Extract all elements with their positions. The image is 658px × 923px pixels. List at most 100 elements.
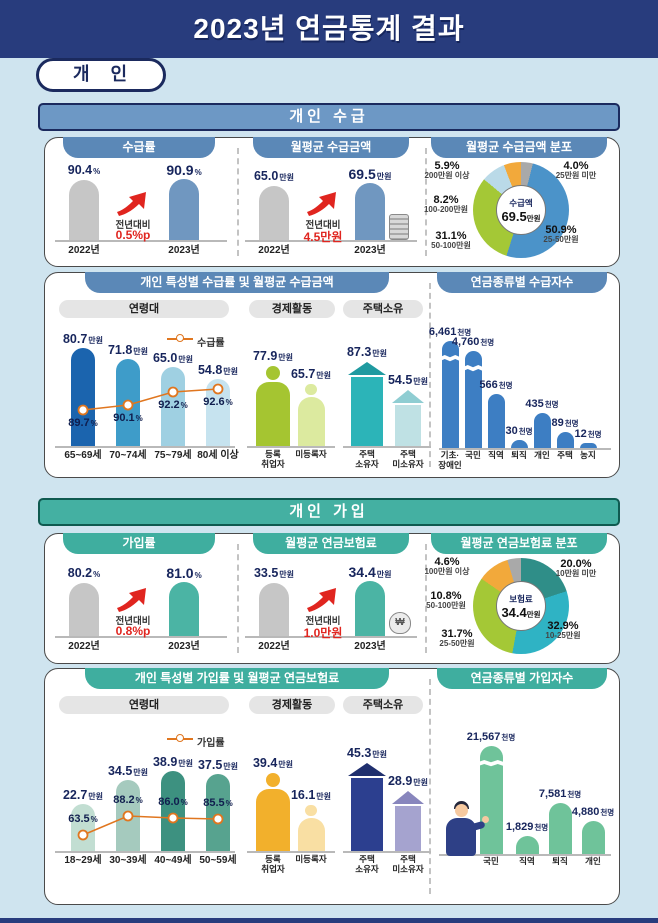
slice-range: 50-100만원 bbox=[431, 241, 471, 251]
category-label: 직역 bbox=[519, 856, 535, 866]
bar-개인 bbox=[581, 821, 605, 854]
delta-label: 전년대비 bbox=[115, 616, 151, 627]
divider bbox=[237, 544, 239, 653]
donut-center-label: 보험료 bbox=[509, 593, 533, 604]
page-header: 2023년 연금통계 결과 bbox=[0, 0, 658, 58]
chart-sugup-house: 87.3만원 주택 소유자 54.5만원 주택 미소유자 bbox=[341, 331, 433, 471]
bar-주택 bbox=[556, 432, 574, 448]
person-body bbox=[256, 789, 290, 851]
chart-gaip-rate: 80.2% 2022년 81.0% 2023년 전년대비 0.8%p bbox=[53, 560, 229, 660]
person-icon bbox=[297, 805, 325, 851]
bar-30~39세 bbox=[116, 780, 140, 851]
divider bbox=[429, 679, 431, 894]
value-label: 12천명 bbox=[574, 428, 602, 440]
category-label: 18~29세 bbox=[64, 855, 102, 866]
bar-기초·장애인 bbox=[439, 341, 461, 448]
value-label: 6,461천명 bbox=[428, 326, 472, 338]
value-label: 39.4만원 bbox=[252, 756, 294, 770]
donut-slice-label: 4.6% 100만원 이상 bbox=[417, 556, 477, 577]
section-header-gaip: 개인 가입 bbox=[38, 498, 620, 526]
chart-sugup-bytype: 6,461천명 기초· 장애인 4,760천명 국민 566천명 직역 30천명 퇴직 435천… bbox=[429, 307, 613, 473]
panel-title-gaip-premium: 월평균 연금보험료 bbox=[253, 533, 409, 554]
category-label: 기초· 장애인 bbox=[438, 450, 462, 470]
slice-range: 25만원 미만 bbox=[555, 171, 597, 181]
category-label: 퇴직 bbox=[552, 856, 568, 866]
bar-국민 bbox=[477, 746, 505, 854]
bar-2023년 bbox=[355, 581, 385, 636]
axis-line bbox=[245, 240, 417, 242]
panel-title-gaip-detail: 개인 특성별 가입률 및 월평균 연금보험료 bbox=[85, 668, 389, 689]
value-label: 1,829천명 bbox=[505, 821, 549, 833]
value-label: 65.7만원 bbox=[290, 367, 332, 381]
panel-title-sugup-dist: 월평균 수급금액 분포 bbox=[431, 137, 607, 158]
bar-40~49세 bbox=[161, 771, 185, 851]
coin-stack-icon bbox=[389, 214, 409, 240]
value-label: 86.0% bbox=[158, 796, 188, 808]
category-label: 2023년 bbox=[354, 641, 386, 652]
category-label: 2022년 bbox=[258, 245, 290, 256]
delta-label: 전년대비 bbox=[115, 220, 151, 231]
bar-18~29세 bbox=[71, 804, 95, 851]
delta-value: 4.5만원 bbox=[303, 230, 343, 244]
house-roof bbox=[392, 390, 424, 403]
divider bbox=[237, 148, 239, 256]
value-label: 37.5만원 bbox=[197, 758, 239, 773]
axis-line bbox=[245, 636, 417, 638]
slice-range: 25-50만원 bbox=[439, 639, 475, 649]
bar-2022년 bbox=[69, 582, 99, 636]
chart-sugup-age: 80.7만원 65~69세 71.8만원 70~74세 65.0만원 75~79세 54.8… bbox=[53, 331, 239, 471]
card-gaip-detail: 개인 특성별 가입률 및 월평균 연금보험료 연금종류별 가입자수 연령대 경제… bbox=[44, 668, 620, 905]
category-label: 주택 미소유자 bbox=[392, 854, 424, 874]
person-icon bbox=[256, 366, 290, 446]
donut-slice-label: 5.9% 200만원 이상 bbox=[417, 160, 477, 181]
value-label: 88.2% bbox=[113, 794, 143, 806]
value-label: 71.8만원 bbox=[107, 342, 149, 357]
axis-line bbox=[55, 636, 227, 638]
slice-percent: 10.8% bbox=[430, 590, 462, 602]
person-body bbox=[297, 397, 325, 446]
value-label: 69.5만원 bbox=[348, 165, 392, 182]
donut-center-label: 수급액 bbox=[509, 197, 533, 208]
chart-gaip-house: 45.3만원 주택 소유자 28.9만원 주택 미소유자 bbox=[341, 725, 433, 885]
value-label: 566천명 bbox=[479, 379, 513, 391]
value-label: 45.3만원 bbox=[346, 746, 388, 760]
subpanel-econ: 경제활동 bbox=[249, 300, 335, 318]
value-label: 92.2% bbox=[158, 399, 188, 411]
donut-slice-label: 31.7% 25-50만원 bbox=[427, 628, 487, 649]
line-legend-icon bbox=[167, 734, 193, 748]
value-label: 87.3만원 bbox=[346, 345, 388, 359]
axis-break-icon bbox=[477, 760, 505, 767]
house-body bbox=[394, 405, 422, 446]
chart-gaip-age: 22.7만원 18~29세 34.5만원 30~39세 38.9만원 40~49세 37.5… bbox=[53, 725, 238, 885]
category-label: 2022년 bbox=[258, 641, 290, 652]
value-label: 85.5% bbox=[203, 797, 233, 809]
subpanel-age: 연령대 bbox=[59, 696, 229, 714]
axis-line bbox=[55, 446, 235, 448]
house-icon bbox=[392, 791, 424, 851]
category-label: 등록 취업자 bbox=[261, 449, 285, 469]
value-label: 33.5만원 bbox=[253, 565, 295, 580]
donut-center-value: 34.4만원 bbox=[501, 604, 541, 620]
slice-percent: 8.2% bbox=[433, 194, 459, 206]
category-label: 65~69세 bbox=[64, 450, 102, 461]
chart-gaip-econ: 39.4만원 등록 취업자 16.1만원 미등록자 bbox=[245, 725, 337, 885]
money-bag-icon: ₩ bbox=[389, 612, 411, 634]
value-label: 28.9만원 bbox=[387, 774, 429, 788]
value-label: 89.7% bbox=[68, 417, 98, 429]
panel-title-gaip-dist: 월평균 연금보험료 분포 bbox=[431, 533, 607, 554]
slice-percent: 5.9% bbox=[434, 160, 460, 172]
category-label: 2022년 bbox=[68, 641, 100, 652]
legend-gaip-rate: 가입률 bbox=[167, 733, 225, 751]
donut-center-value: 69.5만원 bbox=[501, 208, 541, 224]
card-sugup-overview: 수급률 월평균 수급금액 월평균 수급금액 분포 90.4% 2022년 90.9%… bbox=[44, 137, 620, 267]
delta-label: 전년대비 bbox=[305, 616, 341, 627]
chart-sugup-rate: 90.4% 2022년 90.9% 2023년 전년대비 0.5%p bbox=[53, 162, 229, 264]
axis-break-icon bbox=[462, 365, 484, 372]
donut-chart: 보험료 34.4만원 bbox=[473, 558, 569, 654]
axis-line bbox=[343, 851, 431, 853]
slice-percent: 50.9% bbox=[545, 224, 577, 236]
bar-직역 bbox=[487, 394, 505, 448]
rise-arrow-icon bbox=[305, 190, 339, 216]
axis-break-icon bbox=[439, 355, 461, 362]
category-label: 75~79세 bbox=[154, 450, 192, 461]
